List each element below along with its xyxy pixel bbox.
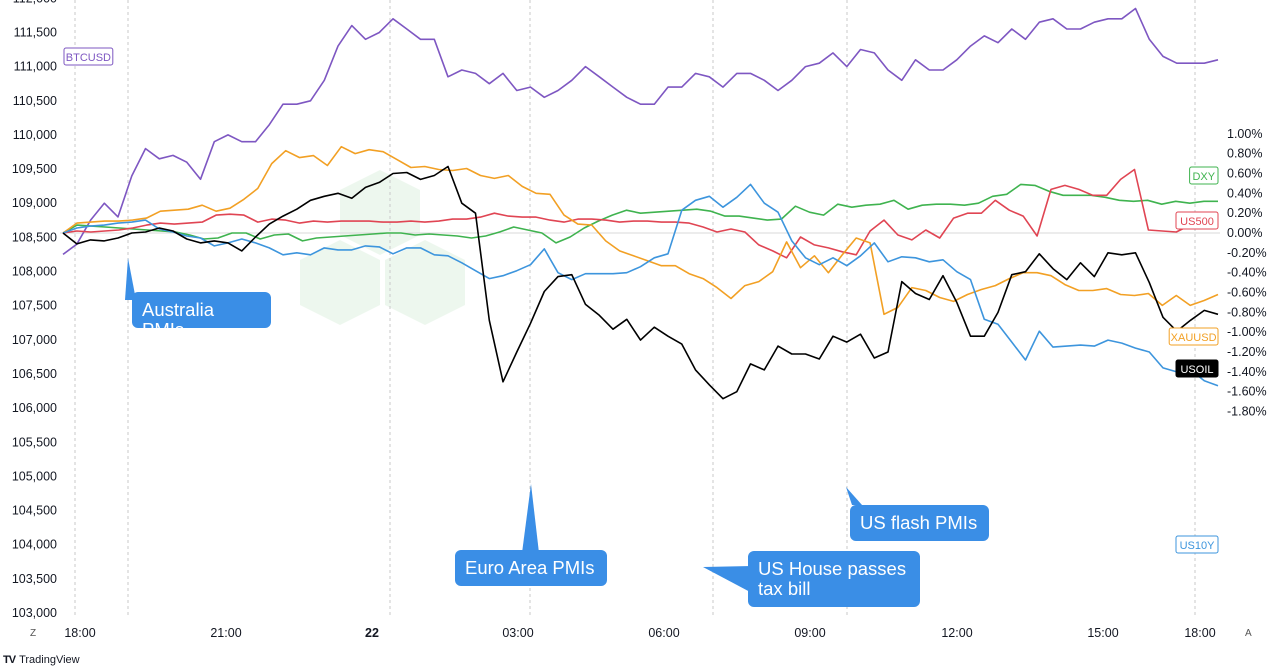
x-tick-label-2: 22 bbox=[365, 626, 379, 640]
series-tags: BTCUSD DXY US500 XAUUSD USOIL US10Y bbox=[63, 47, 1219, 554]
series-tag-box-xauusd bbox=[1168, 327, 1219, 346]
x-tick-label-5: 09:00 bbox=[794, 626, 825, 640]
right-tick-label-8: -0.20% bbox=[1227, 246, 1267, 260]
left-tick-label-8: 107,000 bbox=[12, 333, 57, 347]
right-tick-label-14: 1.00% bbox=[1227, 127, 1262, 141]
series-tag-box-us10y bbox=[1175, 535, 1219, 554]
right-tick-label-12: 0.60% bbox=[1227, 166, 1262, 180]
series-tag-box-usoil bbox=[1175, 359, 1219, 378]
tradingview-logo-icon: TV bbox=[3, 654, 16, 666]
left-tick-label-3: 104,500 bbox=[12, 504, 57, 518]
pointer-us-house bbox=[703, 566, 752, 593]
left-tick-label-15: 110,500 bbox=[13, 94, 57, 108]
pointer-us-flash bbox=[846, 487, 862, 505]
left-tick-label-0: 103,000 bbox=[12, 606, 57, 620]
watermark bbox=[300, 170, 465, 325]
series-layer bbox=[62, 7, 1219, 400]
series-tag-box-us500 bbox=[1175, 211, 1219, 230]
left-tick-label-10: 108,000 bbox=[12, 265, 57, 279]
series-line-us500 bbox=[62, 168, 1219, 259]
series-tag-box-dxy bbox=[1189, 166, 1219, 185]
annotation-euro-area-pmis: Euro Area PMIs bbox=[455, 550, 607, 586]
right-axis: -1.80% -1.60% -1.40% -1.20% -1.00% -0.80% -0.6… bbox=[1227, 127, 1267, 419]
x-tick-label-3: 03:00 bbox=[502, 626, 533, 640]
annotation-us-house-passes-tax-bill: US House passes tax bill bbox=[748, 551, 920, 607]
series-tag-usoil: USOIL bbox=[1180, 364, 1213, 376]
left-tick-label-7: 106,500 bbox=[12, 367, 57, 381]
left-tick-label-1: 103,500 bbox=[12, 572, 57, 586]
right-tick-label-0: -1.80% bbox=[1227, 405, 1267, 419]
x-tick-label-1: 21:00 bbox=[210, 626, 241, 640]
right-tick-label-9: 0.00% bbox=[1227, 226, 1262, 240]
tradingview-brand: TV TradingView bbox=[3, 654, 80, 666]
left-tick-label-16: 111,000 bbox=[14, 60, 57, 74]
left-tick-label-12: 109,000 bbox=[12, 196, 57, 210]
x-tick-label-8: 18:00 bbox=[1184, 626, 1215, 640]
series-tag-box-btcusd bbox=[63, 47, 114, 66]
x-tick-label-7: 15:00 bbox=[1087, 626, 1118, 640]
series-tag-us500: US500 bbox=[1180, 216, 1214, 228]
left-tick-label-13: 109,500 bbox=[12, 162, 57, 176]
grid bbox=[74, 0, 1196, 618]
series-line-us10y bbox=[62, 183, 1219, 387]
left-tick-label-17: 111,500 bbox=[14, 25, 57, 39]
left-tick-label-11: 108,500 bbox=[12, 230, 57, 244]
right-tick-label-13: 0.80% bbox=[1227, 147, 1262, 161]
left-tick-label-14: 110,000 bbox=[13, 128, 57, 142]
right-tick-label-11: 0.40% bbox=[1227, 186, 1262, 200]
right-tick-label-4: -1.00% bbox=[1227, 325, 1267, 339]
pointer-euro bbox=[522, 484, 539, 553]
series-line-usoil bbox=[62, 165, 1219, 400]
left-tick-label-6: 106,000 bbox=[12, 401, 57, 415]
right-corner-label[interactable]: A bbox=[1245, 628, 1252, 639]
watermark-hex-3 bbox=[385, 240, 465, 325]
series-line-btcusd bbox=[62, 7, 1219, 256]
series-tag-us10y: US10Y bbox=[1180, 540, 1216, 552]
right-tick-label-7: -0.40% bbox=[1227, 266, 1267, 280]
x-axis: 18:00 21:00 22 03:00 06:00 09:00 12:00 15:00 18:… bbox=[64, 626, 1215, 640]
left-tick-label-5: 105,500 bbox=[12, 435, 57, 449]
annotation-us-flash-pmis: US flash PMIs bbox=[850, 505, 989, 541]
left-corner-label[interactable]: Z bbox=[30, 628, 37, 639]
annotation-australia-pmis: Australia PMIs bbox=[132, 292, 271, 340]
right-tick-label-2: -1.40% bbox=[1227, 365, 1267, 379]
right-tick-label-3: -1.20% bbox=[1227, 345, 1267, 359]
series-tag-dxy: DXY bbox=[1192, 171, 1215, 183]
watermark-hex-2 bbox=[300, 240, 380, 325]
series-tag-xauusd: XAUUSD bbox=[1171, 332, 1217, 344]
right-tick-label-5: -0.80% bbox=[1227, 305, 1267, 319]
series-line-xauusd bbox=[62, 145, 1219, 316]
left-tick-label-9: 107,500 bbox=[12, 299, 57, 313]
right-tick-label-6: -0.60% bbox=[1227, 286, 1267, 300]
x-tick-label-4: 06:00 bbox=[648, 626, 679, 640]
left-tick-label-2: 104,000 bbox=[12, 538, 57, 552]
left-tick-label-18: 112,000 bbox=[13, 0, 57, 5]
left-tick-label-4: 105,000 bbox=[12, 469, 57, 483]
right-tick-label-1: -1.60% bbox=[1227, 385, 1267, 399]
x-tick-label-6: 12:00 bbox=[941, 626, 972, 640]
left-axis: 103,000 103,500 104,000 104,500 105,000 105,5… bbox=[12, 0, 57, 620]
pointer-australia bbox=[125, 258, 136, 300]
brand-label: TradingView bbox=[19, 654, 80, 666]
series-tag-btcusd: BTCUSD bbox=[66, 52, 111, 64]
x-tick-label-0: 18:00 bbox=[64, 626, 95, 640]
right-tick-label-10: 0.20% bbox=[1227, 206, 1262, 220]
callout-pointers bbox=[125, 258, 862, 593]
